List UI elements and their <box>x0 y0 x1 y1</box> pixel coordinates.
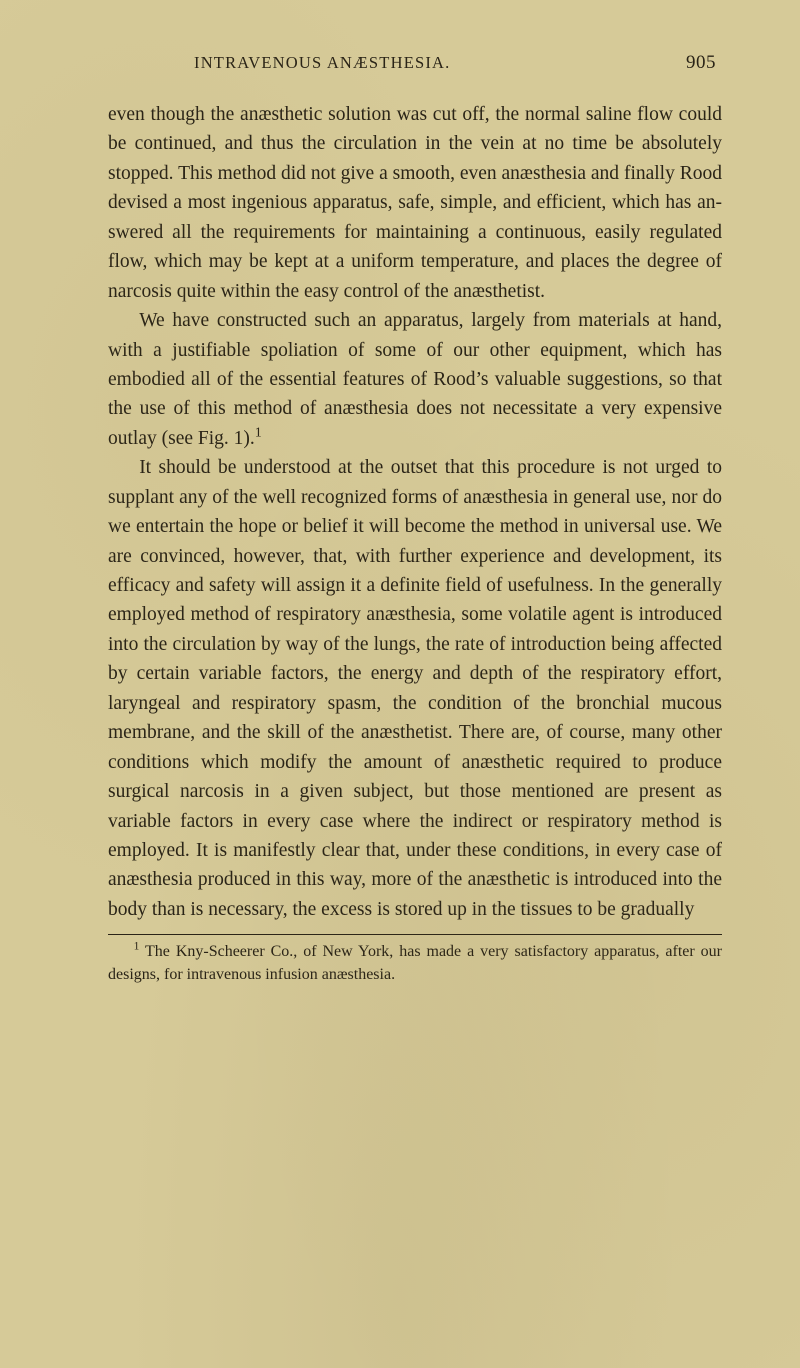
paragraph-2: We have constructed such an apparatus, l… <box>108 306 722 453</box>
body-text: even though the anæsthetic solution was … <box>108 100 722 924</box>
scanned-page: INTRAVENOUS ANÆSTHESIA. 905 even though … <box>0 0 800 1368</box>
page-header: INTRAVENOUS ANÆSTHESIA. 905 <box>108 52 722 74</box>
footnote-marker-1: 1 <box>255 424 262 440</box>
footnote-rule <box>108 934 722 935</box>
paragraph-3: It should be understood at the outset th… <box>108 453 722 924</box>
footnote-text: The Kny-Scheerer Co., of New York, has m… <box>108 943 722 983</box>
page-number: 905 <box>686 52 716 74</box>
running-title: INTRAVENOUS ANÆSTHESIA. <box>194 53 450 73</box>
paragraph-2-text: We have constructed such an apparatus, l… <box>108 310 722 449</box>
footnote: 1 The Kny-Scheerer Co., of New York, has… <box>108 941 722 986</box>
paragraph-1: even though the anæsthetic solution was … <box>108 100 722 306</box>
